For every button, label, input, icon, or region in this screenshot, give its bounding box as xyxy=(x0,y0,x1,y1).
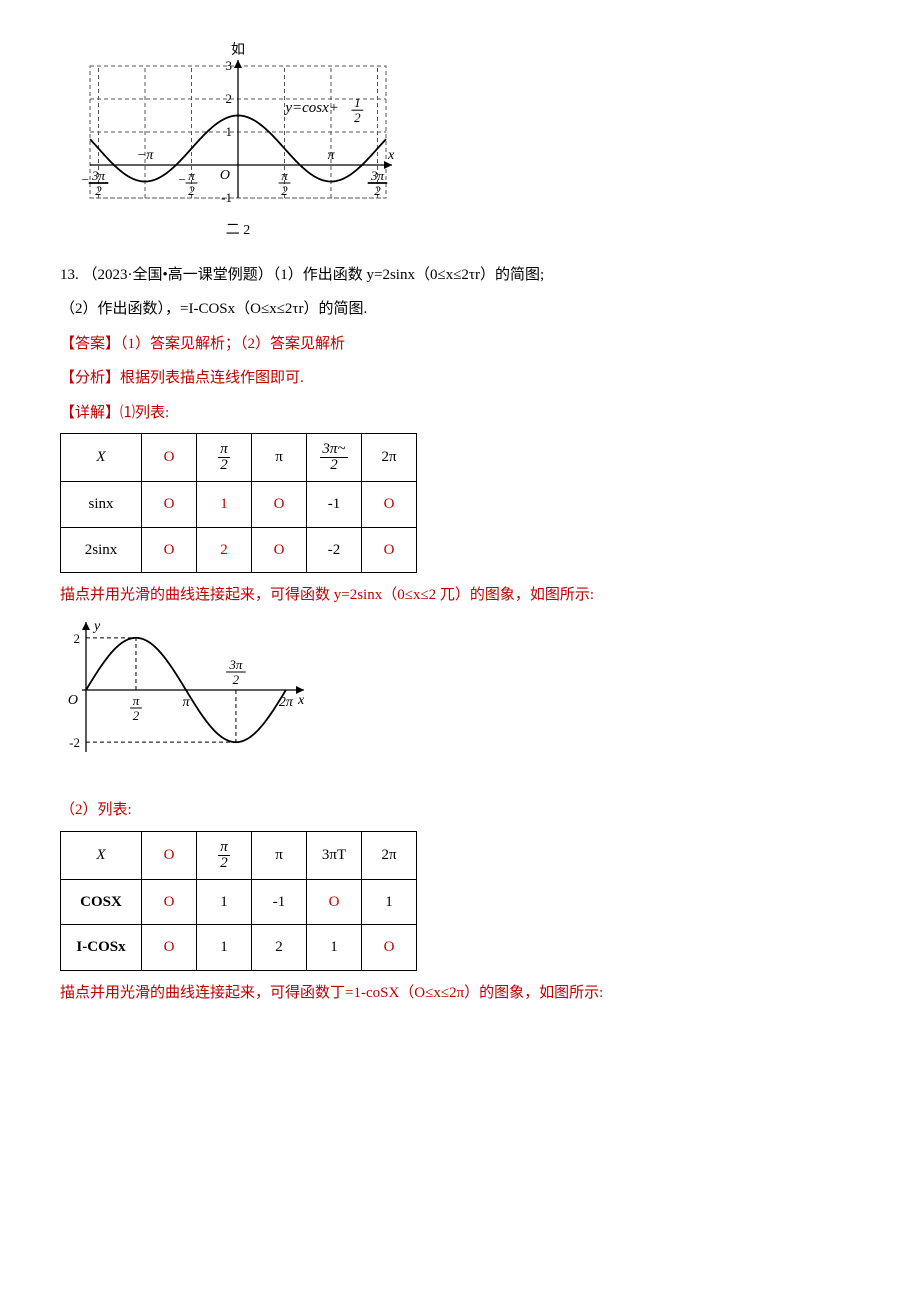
caption-1: 描点并用光滑的曲线连接起来，可得函数 y=2sinx（0≤x≤2 兀）的图象，如… xyxy=(60,581,860,610)
svg-text:2: 2 xyxy=(226,91,233,106)
svg-text:如: 如 xyxy=(231,42,245,58)
svg-text:3: 3 xyxy=(226,58,233,73)
svg-text:2: 2 xyxy=(281,183,288,198)
svg-text:−: − xyxy=(178,172,187,187)
svg-text:2: 2 xyxy=(188,183,195,198)
svg-text:O: O xyxy=(220,168,230,183)
svg-text:π: π xyxy=(133,693,140,708)
detail-line: 【详解】⑴列表: xyxy=(60,399,860,428)
svg-text:2: 2 xyxy=(354,110,361,125)
svg-text:x: x xyxy=(387,148,395,163)
chart-2sinx: 2-2Oyxπ2π3π22π xyxy=(60,616,860,787)
chart2-svg: 2-2Oyxπ2π3π22π xyxy=(60,616,310,776)
svg-text:2: 2 xyxy=(133,708,140,723)
sub2-label: （2）列表: xyxy=(60,796,860,825)
svg-text:1: 1 xyxy=(354,95,361,110)
table-cosx: XOπ2π3πT2πCOSXO1-1O1I-COSxO121O xyxy=(60,831,417,971)
detail-label: 【详解】 xyxy=(60,405,120,421)
table-sinx: XOπ2π3π~22πsinxO1O-1O2sinxO2O-2O xyxy=(60,433,417,573)
svg-text:π: π xyxy=(327,148,335,163)
question-13-part2: （2）作出函数），=I-COSx（O≤x≤2τr）的简图. xyxy=(60,295,860,324)
svg-text:1: 1 xyxy=(226,124,233,139)
caption-2: 描点并用光滑的曲线连接起来，可得函数丁=1-coSX（O≤x≤2π）的图象，如图… xyxy=(60,979,860,1008)
svg-text:π: π xyxy=(182,695,190,710)
svg-text:−: − xyxy=(81,172,90,187)
svg-text:x: x xyxy=(297,693,305,708)
svg-text:二 2: 二 2 xyxy=(226,223,251,238)
svg-text:2: 2 xyxy=(374,183,381,198)
detail-sub1: ⑴列表: xyxy=(120,405,169,421)
svg-text:-2: -2 xyxy=(69,735,80,750)
svg-text:3π: 3π xyxy=(91,168,106,183)
analysis-line: 【分析】根据列表描点连线作图即可. xyxy=(60,364,860,393)
svg-text:3π: 3π xyxy=(370,168,385,183)
svg-text:O: O xyxy=(68,693,78,708)
svg-text:y=cosx+: y=cosx+ xyxy=(283,100,339,116)
answer-line: 【答案】（1）答案见解析；（2）答案见解析 xyxy=(60,330,860,359)
svg-text:y: y xyxy=(92,619,101,634)
svg-text:π: π xyxy=(188,168,195,183)
question-13-part1: 13. （2023·全国•高一课堂例题）（1）作出函数 y=2sinx（0≤x≤… xyxy=(60,261,860,290)
chart1-svg: 如321-1Ox−3π2−π−π2π2π3π2y=cosx+12二 2 xyxy=(60,40,400,240)
svg-text:3π: 3π xyxy=(228,657,243,672)
svg-text:2: 2 xyxy=(74,630,81,645)
svg-text:2: 2 xyxy=(233,672,240,687)
chart-cos-plus-half: 如321-1Ox−3π2−π−π2π2π3π2y=cosx+12二 2 xyxy=(60,40,860,251)
svg-text:-1: -1 xyxy=(221,190,232,205)
svg-text:π: π xyxy=(281,168,288,183)
svg-text:2: 2 xyxy=(95,183,102,198)
svg-text:−π: −π xyxy=(137,148,154,163)
